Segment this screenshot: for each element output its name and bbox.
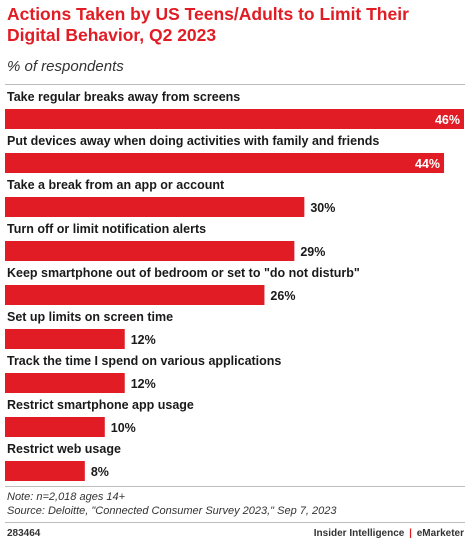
bar	[5, 373, 125, 393]
footer-brand: Insider Intelligence | eMarketer	[314, 528, 464, 539]
category-label: Turn off or limit notification alerts	[7, 222, 206, 236]
value-label: 44%	[415, 157, 440, 171]
chart-source: Source: Deloitte, "Connected Consumer Su…	[7, 505, 337, 517]
bar	[5, 417, 105, 437]
brand-separator: |	[409, 528, 412, 539]
chart-note: Note: n=2,018 ages 14+	[7, 491, 126, 503]
category-label: Restrict smartphone app usage	[7, 398, 194, 412]
brand-insider-intelligence: Insider Intelligence	[313, 528, 405, 539]
value-label: 26%	[270, 289, 295, 303]
bar	[5, 153, 445, 173]
value-label: 12%	[131, 333, 156, 347]
value-label: 8%	[91, 465, 109, 479]
category-label: Track the time I spend on various applic…	[7, 354, 281, 368]
bar	[5, 285, 265, 305]
chart-title: Actions Taken by US Teens/Adults to Limi…	[7, 4, 409, 45]
value-label: 30%	[310, 201, 335, 215]
footer-divider	[5, 522, 465, 523]
value-label: 10%	[111, 421, 136, 435]
category-label: Take a break from an app or account	[7, 178, 225, 192]
category-label: Keep smartphone out of bedroom or set to…	[7, 266, 360, 280]
chart-id: 283464	[7, 528, 41, 539]
category-label: Set up limits on screen time	[7, 310, 173, 324]
bar-chart: Take regular breaks away from screens 46%…	[5, 90, 464, 481]
notes-divider	[5, 486, 465, 487]
top-divider	[5, 84, 465, 85]
bar	[5, 197, 305, 217]
bar	[5, 461, 85, 481]
brand-emarketer: eMarketer	[416, 528, 464, 539]
bar	[5, 109, 464, 129]
category-label: Restrict web usage	[7, 442, 121, 456]
value-label: 29%	[300, 245, 325, 259]
category-label: Put devices away when doing activities w…	[7, 134, 379, 148]
category-label: Take regular breaks away from screens	[7, 90, 240, 104]
value-label: 46%	[435, 113, 460, 127]
bar	[5, 241, 295, 261]
bar	[5, 329, 125, 349]
chart-subtitle: % of respondents	[7, 58, 124, 75]
value-label: 12%	[131, 377, 156, 391]
